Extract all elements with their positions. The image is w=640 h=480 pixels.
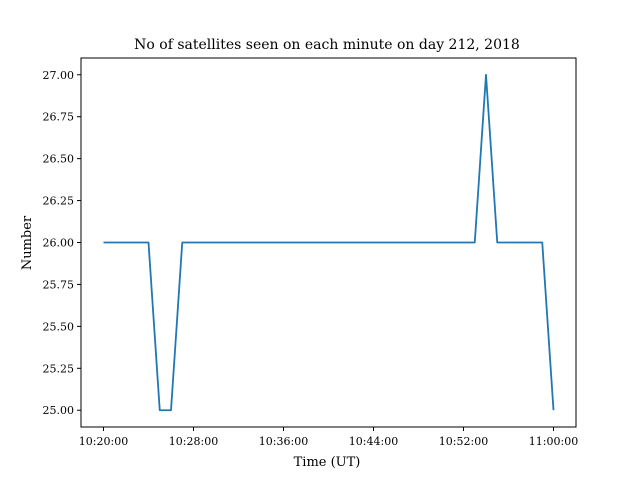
plot-frame	[80, 57, 577, 428]
x-axis: 10:20:00 10:28:00 10:36:00 10:44:00 10:52:00…	[79, 427, 578, 448]
x-tick-label: 10:36:00	[259, 435, 308, 448]
x-tick-label: 10:20:00	[79, 435, 128, 448]
y-tick-label: 25.50	[43, 320, 75, 333]
x-tick-label: 10:52:00	[439, 435, 488, 448]
x-tick-label: 10:44:00	[349, 435, 398, 448]
series-line-0	[103, 73, 555, 412]
chart-title: No of satellites seen on each minute on …	[134, 37, 520, 53]
y-tick-label: 25.00	[43, 404, 75, 417]
y-tick-label: 26.75	[43, 111, 75, 124]
y-axis: 25.00 25.25 25.50 25.75 26.00 26.25 26.50 26.75…	[43, 69, 81, 417]
series-layer	[103, 73, 555, 412]
y-tick-label: 25.75	[43, 278, 75, 291]
x-axis-label: Time (UT)	[294, 455, 361, 470]
y-tick-label: 26.25	[43, 195, 75, 208]
y-axis-label: Number	[20, 215, 35, 270]
x-tick-label: 11:00:00	[529, 435, 578, 448]
y-tick-label: 25.25	[43, 362, 75, 375]
y-tick-label: 26.50	[43, 153, 75, 166]
x-tick-label: 10:28:00	[169, 435, 218, 448]
y-tick-label: 26.00	[43, 237, 75, 250]
y-tick-label: 27.00	[43, 69, 75, 82]
